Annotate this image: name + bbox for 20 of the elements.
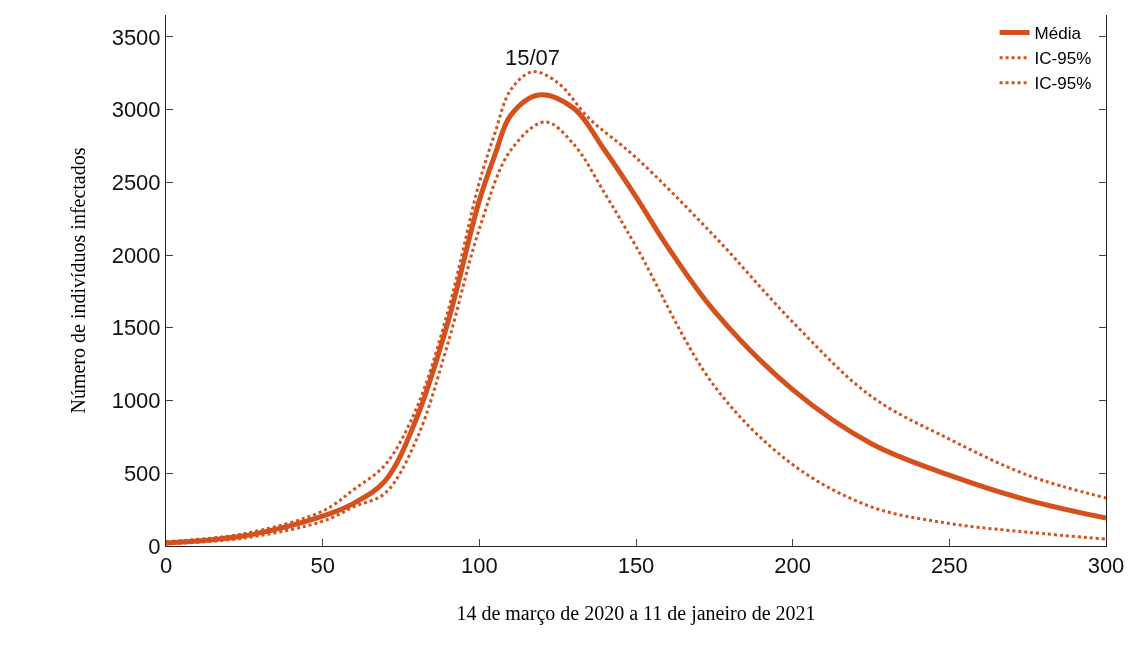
y-axis-title: Número de indivíduos infectados: [67, 147, 90, 414]
x-tick-label: 150: [617, 553, 655, 579]
y-tick-label: 0: [148, 533, 161, 559]
legend-label: Média: [1034, 24, 1082, 44]
x-tick-label: 200: [774, 553, 812, 579]
y-tick-label: 2500: [111, 170, 161, 195]
legend-label: IC-95%: [1034, 49, 1092, 69]
y-tick-label: 500: [123, 460, 161, 486]
annotation: 15/07: [505, 45, 561, 70]
y-tick-label: 3000: [111, 97, 161, 123]
x-tick-label: 100: [460, 553, 498, 579]
y-tick-label: 1000: [111, 388, 161, 414]
legend-label: IC-95%: [1034, 74, 1092, 94]
x-axis-title: 14 de março de 2020 a 11 de janeiro de 2021: [456, 601, 816, 625]
y-tick-label: 1500: [111, 315, 161, 341]
y-tick-label: 2000: [111, 242, 161, 268]
x-tick-label: 250: [930, 553, 968, 579]
y-tick-label: 3500: [111, 24, 161, 50]
x-tick-label: 50: [310, 553, 335, 579]
x-tick-label: 300: [1087, 553, 1125, 579]
